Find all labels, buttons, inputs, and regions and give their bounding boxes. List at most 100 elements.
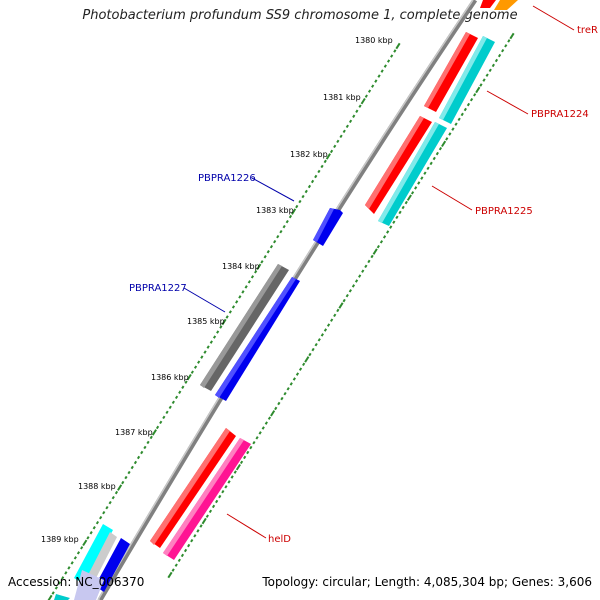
outer-tick bbox=[358, 104, 362, 108]
outer-tick bbox=[329, 149, 334, 154]
inner-tick bbox=[193, 534, 197, 538]
outer-tick bbox=[57, 581, 62, 585]
inner-tick bbox=[205, 514, 209, 518]
scale-label-1381: 1381 kbp bbox=[323, 93, 361, 102]
scale-label-1385: 1385 kbp bbox=[187, 317, 225, 326]
inner-tick bbox=[351, 284, 356, 288]
gene-features[interactable] bbox=[54, 0, 518, 600]
gene-label-tre-r[interactable]: treR bbox=[577, 25, 598, 36]
inner-tick bbox=[379, 240, 384, 244]
outer-tick bbox=[143, 445, 147, 450]
inner-tick bbox=[215, 499, 219, 504]
gene-gray-bottom[interactable] bbox=[85, 532, 117, 586]
inner-tick bbox=[504, 44, 508, 48]
inner-tick bbox=[167, 571, 173, 579]
scale-label-1380: 1380 kbp bbox=[355, 36, 393, 45]
inner-tick bbox=[298, 367, 303, 371]
outer-tick bbox=[76, 551, 81, 555]
outer-tick bbox=[364, 94, 368, 98]
scale-labels: 1380 kbp 1381 kbp 1382 kbp 1383 kbp 1384… bbox=[41, 36, 393, 544]
gene-pbpra1225-red[interactable] bbox=[365, 116, 432, 214]
inner-tick bbox=[311, 347, 315, 352]
gene-label-pbpra1224[interactable]: PBPRA1224 bbox=[531, 109, 589, 120]
inner-tick bbox=[199, 524, 203, 528]
outer-tick bbox=[165, 410, 169, 415]
gene-pbpra1225-cyan[interactable] bbox=[378, 122, 447, 226]
outer-tick bbox=[228, 310, 232, 314]
outer-tick bbox=[193, 365, 198, 369]
inner-tick bbox=[451, 127, 455, 131]
outer-tick bbox=[380, 69, 384, 73]
outer-tick bbox=[197, 360, 201, 364]
outer-tick bbox=[221, 318, 227, 326]
gene-held-red-shade bbox=[150, 428, 230, 545]
inner-tick bbox=[367, 259, 371, 264]
gene-label-pbpra1225[interactable]: PBPRA1225 bbox=[475, 206, 533, 217]
outer-tick bbox=[360, 97, 366, 105]
scale-label-1382: 1382 kbp bbox=[290, 150, 328, 159]
gene-tre-r[interactable] bbox=[494, 0, 518, 10]
inner-tick bbox=[358, 274, 362, 278]
inner-tick bbox=[302, 362, 306, 367]
outer-tick bbox=[269, 244, 274, 249]
gene-red-top[interactable] bbox=[480, 0, 496, 8]
inner-tick bbox=[429, 161, 433, 166]
gene-cyan-edge[interactable] bbox=[54, 594, 70, 600]
scale-label-1386: 1386 kbp bbox=[151, 373, 189, 382]
leader-pbpra1225 bbox=[431, 185, 473, 211]
inner-tick bbox=[320, 333, 324, 337]
outer-tick bbox=[212, 335, 217, 339]
outer-tick bbox=[352, 114, 356, 118]
outer-tick bbox=[47, 594, 53, 600]
outer-tick bbox=[367, 89, 372, 93]
outer-tick bbox=[298, 199, 302, 204]
outer-tick bbox=[186, 373, 192, 381]
outer-tick bbox=[95, 520, 100, 525]
scale-label-1384: 1384 kbp bbox=[222, 262, 260, 271]
gene-cyan-bottom[interactable] bbox=[74, 524, 113, 584]
inner-tick bbox=[218, 494, 222, 499]
gene-pbpra1224-cyan[interactable] bbox=[439, 36, 495, 124]
outer-tick bbox=[301, 194, 305, 199]
outer-tick bbox=[54, 586, 58, 590]
inner-tick bbox=[270, 410, 276, 417]
gene-gray-shade bbox=[200, 264, 282, 388]
inner-tick bbox=[289, 382, 293, 386]
gene-lavender-bottom bbox=[74, 570, 104, 600]
outer-tick bbox=[263, 255, 267, 259]
outer-tick bbox=[323, 159, 327, 164]
outer-tick bbox=[200, 355, 204, 359]
leader-pbpra1227 bbox=[183, 287, 226, 313]
outer-tick bbox=[159, 420, 163, 425]
outer-tick bbox=[99, 515, 103, 520]
inner-tick-ring bbox=[167, 32, 515, 579]
inner-tick bbox=[501, 48, 505, 53]
outer-tick bbox=[317, 169, 321, 174]
gene-labels: treR PBPRA1224 PBPRA1225 PBPRA1226 PBPRA… bbox=[129, 25, 598, 545]
outer-tick bbox=[67, 566, 71, 570]
gene-pbpra1224-red[interactable] bbox=[424, 32, 478, 112]
inner-tick bbox=[386, 230, 390, 234]
outer-tick bbox=[178, 390, 182, 394]
outer-tick bbox=[89, 531, 93, 535]
inner-tick bbox=[382, 235, 387, 239]
outer-tick bbox=[70, 561, 74, 565]
inner-tick bbox=[336, 308, 340, 313]
gene-label-pbpra1227[interactable]: PBPRA1227 bbox=[129, 283, 187, 294]
inner-tick bbox=[246, 450, 250, 455]
inner-tick bbox=[295, 372, 300, 376]
inner-tick bbox=[410, 191, 415, 195]
outer-tick bbox=[86, 536, 90, 540]
inner-tick bbox=[252, 440, 256, 445]
gene-blue-bottom[interactable] bbox=[95, 538, 130, 592]
gene-label-held[interactable]: helD bbox=[268, 534, 291, 545]
inner-tick bbox=[507, 39, 511, 43]
gene-pbpra1225-red-shade bbox=[365, 116, 424, 209]
gene-held-pink[interactable] bbox=[163, 438, 251, 560]
inner-tick bbox=[423, 171, 427, 175]
inner-tick bbox=[171, 568, 175, 572]
gene-pbpra1226[interactable] bbox=[313, 208, 343, 246]
inner-tick bbox=[230, 475, 234, 479]
gene-label-pbpra1226[interactable]: PBPRA1226 bbox=[198, 173, 256, 184]
inner-tick bbox=[432, 156, 436, 161]
